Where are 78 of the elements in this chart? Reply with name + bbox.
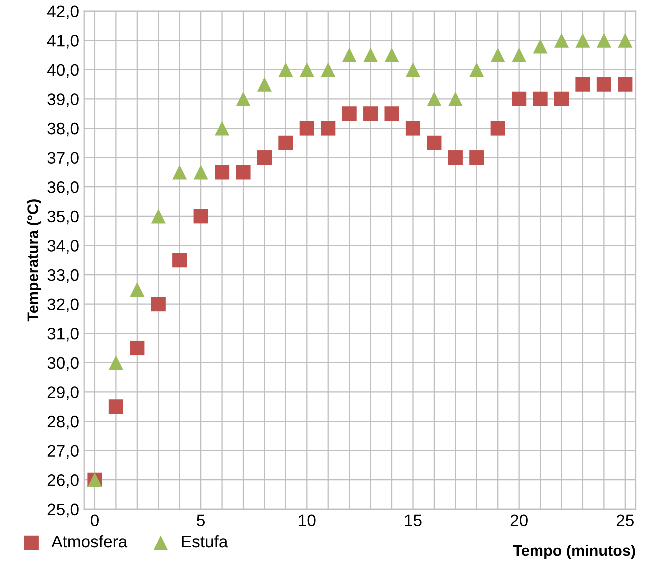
point: [384, 48, 400, 63]
point: [321, 62, 336, 78]
point: [533, 39, 548, 54]
y-tick-label: 40,0: [47, 64, 79, 78]
point: [384, 106, 400, 122]
point: [257, 150, 272, 166]
y-tick-label: 41,0: [47, 35, 79, 49]
y-tick-label: 30,0: [48, 357, 79, 372]
legend-label: Atmosfera: [52, 535, 128, 548]
point: [278, 136, 294, 150]
legend-label: Estufa: [182, 535, 228, 548]
y-tick-label: 37,0: [48, 152, 79, 166]
y-axis-title: Temperatura (°C): [27, 200, 42, 322]
point: [406, 121, 421, 136]
point: [470, 62, 484, 78]
point: [257, 77, 272, 92]
point: [236, 165, 251, 180]
x-tick-label: 5: [197, 514, 205, 527]
point: [618, 77, 633, 92]
y-tick-label: 26,0: [48, 474, 79, 488]
point: [342, 48, 357, 63]
point: [596, 77, 612, 92]
point: [448, 92, 463, 106]
point: [364, 48, 378, 63]
point: [300, 62, 314, 78]
point: [108, 356, 124, 370]
y-tick-label: 32,0: [48, 298, 79, 312]
y-tick-label: 42,0: [47, 6, 79, 20]
point: [342, 106, 357, 122]
point: [596, 33, 612, 48]
point: [427, 92, 442, 106]
y-tick-label: 39,0: [48, 94, 79, 108]
point: [427, 136, 442, 150]
point: [172, 165, 188, 180]
x-axis-title: Tempo (minutos): [513, 544, 636, 560]
x-tick-label: 25: [616, 514, 634, 527]
point: [278, 62, 294, 78]
point: [533, 92, 548, 106]
x-tick-label: 15: [405, 514, 422, 527]
y-tick-label: 35,0: [48, 210, 79, 225]
y-tick-label: 28,0: [48, 416, 79, 430]
point: [130, 282, 145, 297]
point: [554, 33, 570, 48]
x-tick-label: 0: [90, 514, 99, 527]
point: [576, 33, 590, 48]
point: [194, 165, 208, 180]
point: [151, 297, 166, 312]
point: [406, 62, 421, 78]
point: [448, 150, 463, 166]
point: [512, 92, 527, 106]
point: [554, 92, 570, 106]
point: [108, 400, 124, 414]
point: [512, 48, 527, 63]
y-tick-label: 36,0: [48, 182, 79, 196]
point: [151, 209, 166, 224]
point: [470, 150, 484, 166]
point: [300, 121, 314, 136]
y-tick-label: 31,0: [48, 328, 79, 342]
point: [364, 106, 378, 122]
y-tick-label: 33,0: [48, 269, 79, 284]
x-tick-label: 10: [299, 514, 316, 527]
y-tick-label: 34,0: [48, 240, 79, 254]
point: [490, 121, 506, 136]
point: [490, 48, 506, 63]
x-tick-label: 20: [510, 514, 528, 527]
point: [172, 253, 188, 268]
point: [130, 340, 145, 356]
y-tick-label: 27,0: [48, 445, 79, 459]
point: [321, 121, 336, 136]
y-tick-label: 38,0: [48, 122, 79, 137]
point: [576, 77, 590, 92]
point: [194, 209, 208, 224]
point: [215, 165, 230, 180]
point: [236, 92, 251, 106]
y-tick-label: 25,0: [48, 504, 79, 518]
point: [618, 33, 633, 48]
y-tick-label: 29,0: [48, 386, 79, 400]
point: [215, 121, 230, 136]
